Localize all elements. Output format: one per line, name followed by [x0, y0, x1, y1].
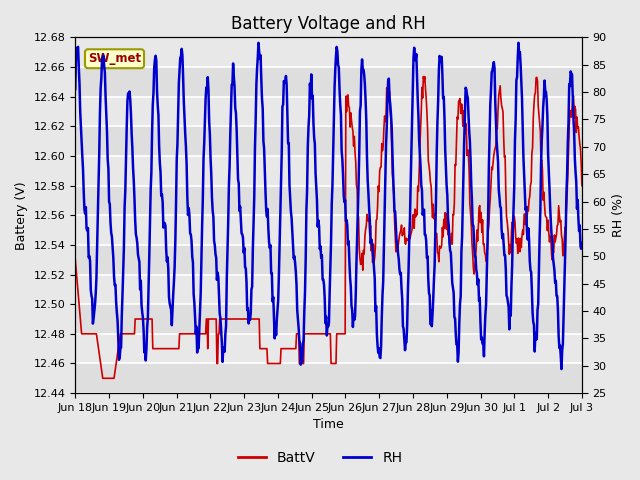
Legend: BattV, RH: BattV, RH [232, 445, 408, 471]
BattV [81, 331, 88, 336]
BattV [185, 331, 193, 336]
Text: SW_met: SW_met [88, 52, 141, 65]
BattV [99, 375, 107, 381]
BattV [405, 232, 413, 238]
RH [390, 209, 398, 215]
BattV [212, 316, 220, 322]
RH [557, 366, 565, 372]
RH [405, 236, 413, 241]
RH [255, 40, 262, 46]
Bar [76, 67, 582, 96]
BattV [72, 257, 79, 263]
Y-axis label: Battery (V): Battery (V) [15, 181, 28, 250]
Line: RH: RH [76, 43, 582, 369]
X-axis label: Time: Time [313, 419, 344, 432]
RH [578, 240, 586, 246]
RH [184, 212, 192, 218]
Bar [76, 245, 582, 275]
RH [211, 242, 219, 248]
Bar [76, 304, 582, 334]
RH [72, 86, 79, 92]
BattV [390, 215, 398, 221]
Y-axis label: RH (%): RH (%) [612, 193, 625, 237]
Bar [76, 363, 582, 393]
BattV [134, 316, 141, 322]
BattV [420, 74, 428, 80]
Bar [76, 186, 582, 215]
BattV [578, 183, 586, 189]
RH [132, 235, 140, 240]
Bar [76, 126, 582, 156]
Title: Battery Voltage and RH: Battery Voltage and RH [231, 15, 426, 33]
Line: BattV: BattV [76, 77, 582, 378]
RH [81, 207, 88, 213]
